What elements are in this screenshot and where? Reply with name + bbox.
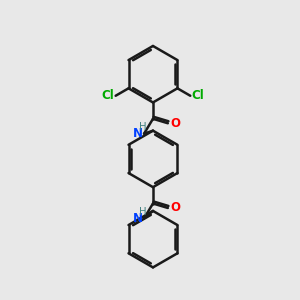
Text: O: O <box>170 202 180 214</box>
Text: N: N <box>133 212 142 225</box>
Text: Cl: Cl <box>101 89 114 102</box>
Text: H: H <box>139 122 146 132</box>
Text: O: O <box>170 117 180 130</box>
Text: Cl: Cl <box>192 89 205 102</box>
Text: H: H <box>139 207 146 217</box>
Text: N: N <box>133 127 142 140</box>
